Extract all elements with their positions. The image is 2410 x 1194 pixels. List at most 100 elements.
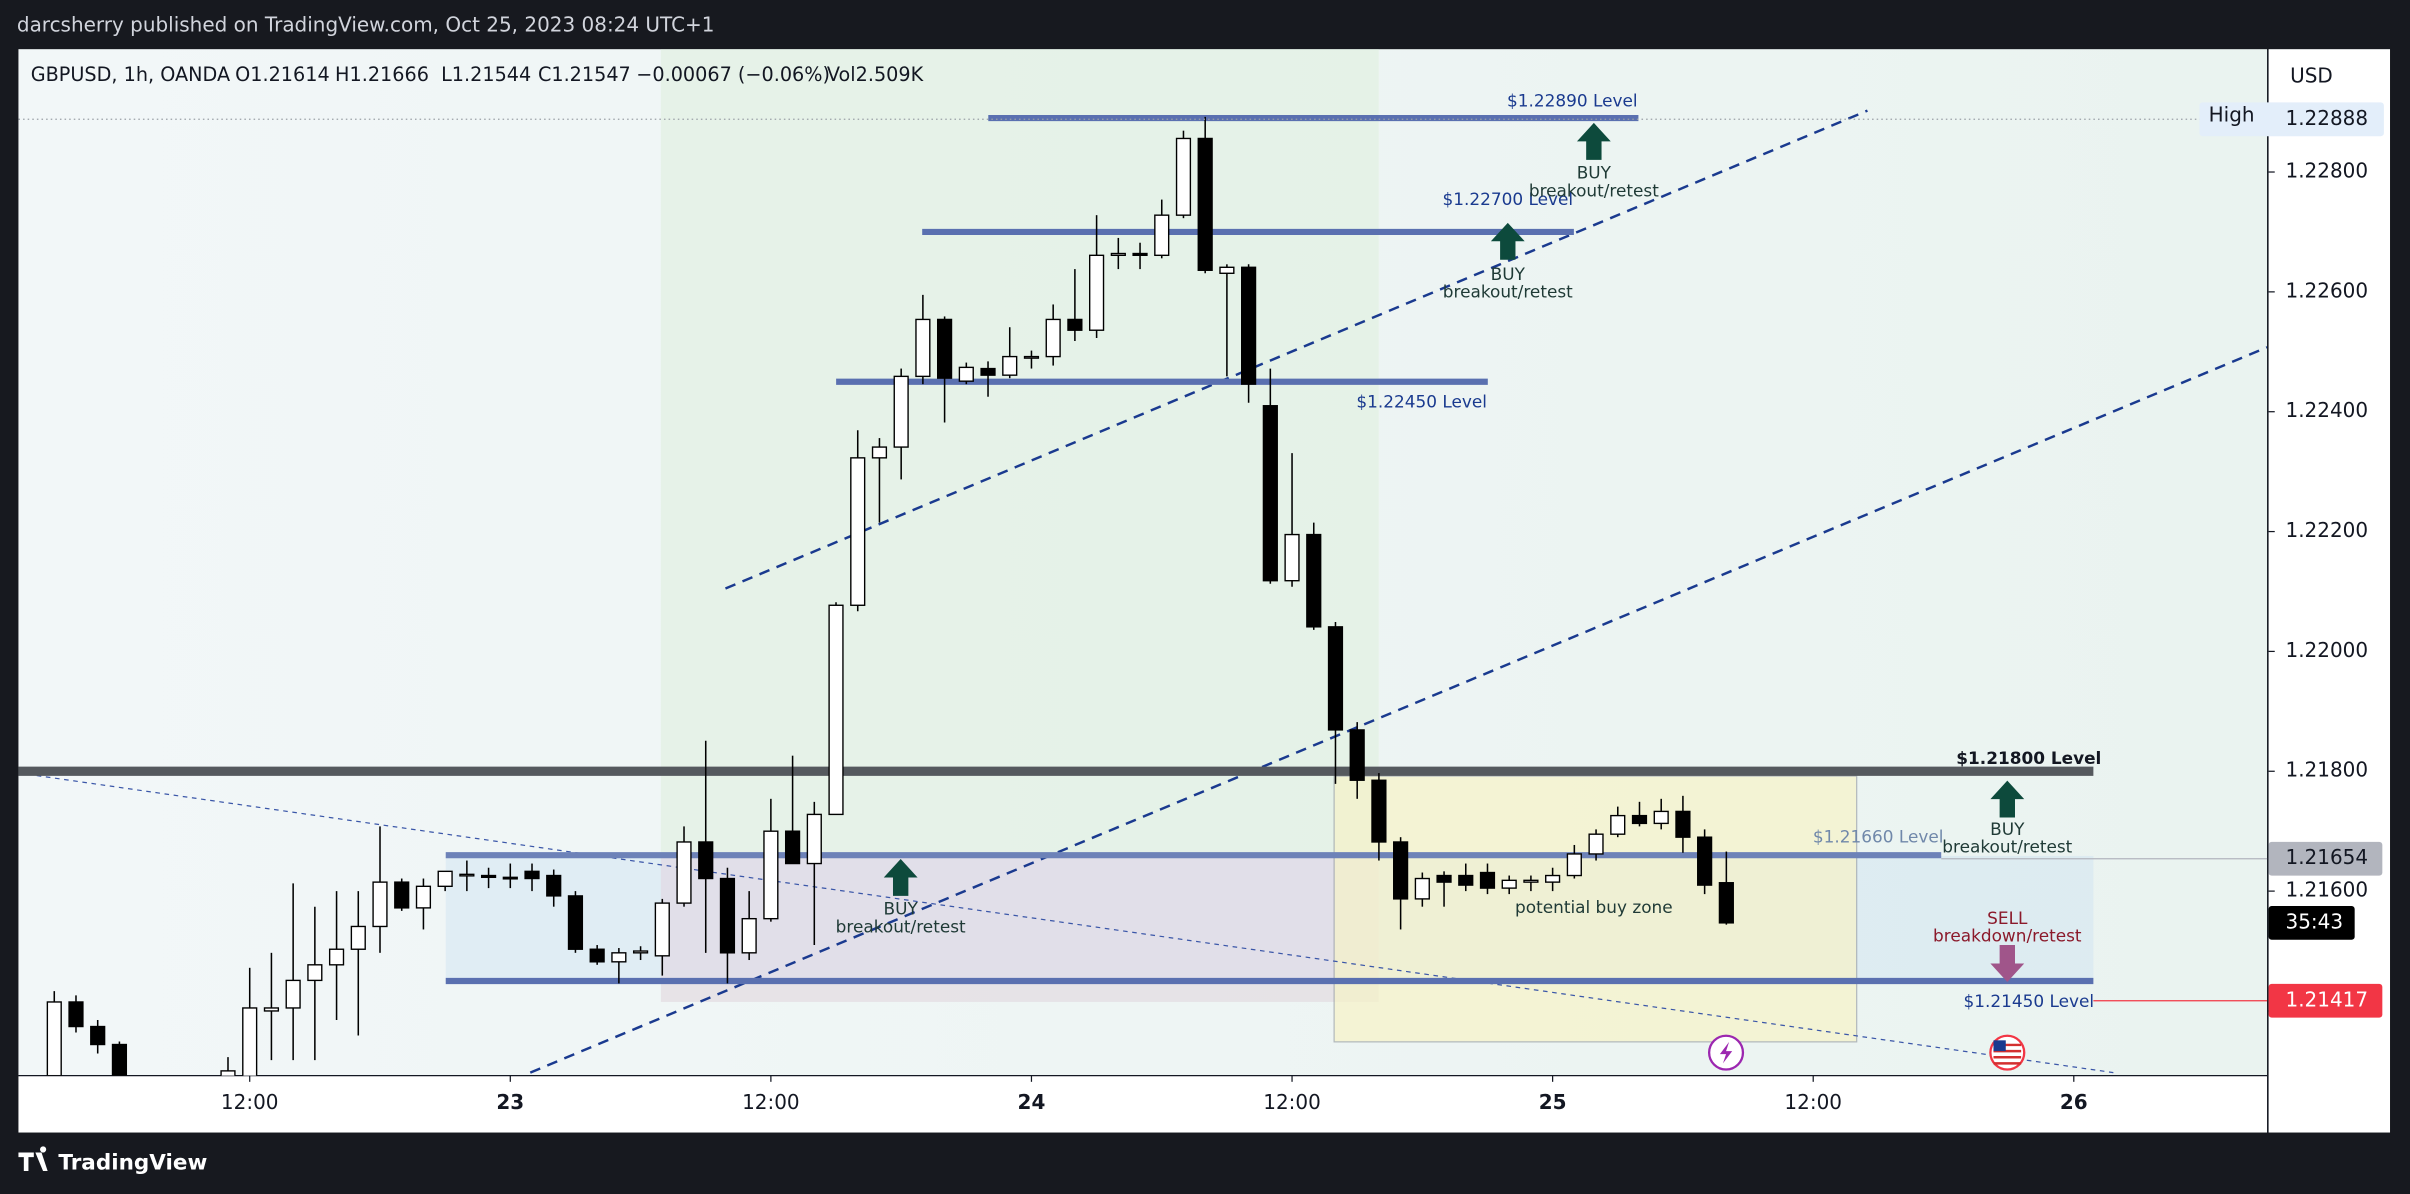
- x-tick-label: 12:00: [221, 1090, 279, 1114]
- y-tick-label: 1.22400: [2286, 398, 2369, 422]
- candle-body: [372, 881, 388, 928]
- candle-body: [480, 874, 497, 879]
- candle-body: [654, 902, 670, 957]
- legend-volume: Vol2.509K: [827, 63, 924, 86]
- candle-body: [1371, 779, 1387, 843]
- event-icon-bolt: [1719, 1041, 1733, 1064]
- candle-body: [741, 917, 757, 954]
- signal-label: BUY: [1990, 819, 2025, 839]
- candle-body: [459, 873, 475, 877]
- candle-body: [1045, 318, 1061, 358]
- candle-body: [68, 1001, 84, 1028]
- zone: [660, 855, 1379, 1002]
- legend-open: O1.21614: [235, 63, 330, 86]
- candle-body: [1023, 355, 1040, 359]
- price-tag: [2268, 983, 2383, 1018]
- currency: USD: [2290, 63, 2333, 87]
- high-tag: [2199, 102, 2384, 137]
- candle-body: [589, 948, 605, 963]
- candle-body: [437, 870, 453, 888]
- flag-canton: [1993, 1040, 2006, 1052]
- x-tick-label: 24: [1018, 1090, 1046, 1114]
- brand: TradingView: [58, 1150, 207, 1175]
- candle-body: [1610, 814, 1626, 835]
- x-tick-label: 12:00: [1784, 1090, 1842, 1114]
- y-tick-label: 1.22200: [2286, 518, 2369, 542]
- signal-label: BUY: [884, 899, 919, 919]
- candle-body: [611, 952, 627, 963]
- signal-label: breakout/retest: [836, 916, 966, 936]
- candle-body: [285, 979, 301, 1009]
- range-shade: [660, 49, 1379, 1002]
- candle-body: [828, 604, 844, 816]
- candle-body: [1675, 810, 1691, 838]
- candle-body: [546, 874, 562, 897]
- price-tag-label: 1.21654: [2286, 845, 2369, 869]
- candle-body: [1241, 266, 1257, 385]
- candle-body: [698, 841, 714, 880]
- candle-body: [958, 366, 974, 382]
- candle-body: [567, 895, 584, 950]
- candle-body: [1458, 874, 1474, 886]
- candle-body: [980, 367, 996, 376]
- candle-body: [719, 877, 736, 954]
- x-tick-label: 12:00: [1263, 1090, 1321, 1114]
- price-axis: [2268, 49, 2391, 1133]
- candle-body: [1175, 137, 1192, 216]
- candle-body: [328, 948, 345, 966]
- legend-close: C1.21547: [538, 63, 631, 86]
- candle-body: [915, 318, 931, 378]
- candle-body: [1414, 877, 1430, 900]
- y-tick-label: 1.22600: [2286, 278, 2369, 302]
- level-label: $1.22890 Level: [1507, 90, 1638, 110]
- y-tick-label: 1.21600: [2286, 878, 2369, 902]
- signal-label: BUY: [1577, 163, 1612, 183]
- candle-body: [676, 841, 692, 904]
- legend-symbol: GBPUSD, 1h, OANDA: [31, 63, 230, 86]
- candle-body: [850, 457, 866, 606]
- level-label: $1.21450 Level: [1964, 991, 2095, 1011]
- candle-body: [46, 1001, 62, 1076]
- candle-body: [1436, 874, 1452, 883]
- brand-logo: [18, 1146, 48, 1171]
- candle-body: [1631, 814, 1648, 825]
- flag-stripes: [1993, 1043, 2022, 1065]
- signal-arrow: [1990, 780, 2025, 818]
- signal-arrow: [1990, 945, 2025, 982]
- candle-body: [1088, 254, 1105, 331]
- candle-body: [1523, 879, 1539, 883]
- x-tick-label: 26: [2060, 1090, 2088, 1114]
- candle-body: [1219, 266, 1235, 274]
- signal-label: breakout/retest: [1443, 282, 1573, 302]
- signal-label: breakdown/retest: [1933, 926, 2082, 946]
- drawings: [18, 49, 2268, 1074]
- publisher: darcsherry published on TradingView.com,…: [17, 13, 715, 37]
- trend-line: [724, 109, 1868, 590]
- candle-body: [632, 950, 649, 954]
- buy-zone-box: [1333, 775, 1858, 1043]
- y-tick-label: 1.22800: [2286, 159, 2369, 183]
- candle-body: [784, 830, 801, 865]
- level-label: $1.22700 Level: [1442, 189, 1573, 209]
- level-label: $1.22450 Level: [1356, 392, 1487, 412]
- candle-body: [1132, 252, 1148, 257]
- price-tag: [2268, 841, 2383, 876]
- signal-arrow: [883, 859, 918, 896]
- x-tick-label: 25: [1539, 1090, 1567, 1114]
- trend-line: [529, 346, 2268, 1074]
- candle-body: [263, 1007, 280, 1012]
- candle-body: [1545, 874, 1561, 883]
- level-label: $1.21800 Level: [1956, 748, 2101, 768]
- candle-body: [415, 885, 432, 909]
- signal-label: breakout/retest: [1942, 836, 2072, 856]
- candle-body: [1718, 882, 1734, 924]
- legend: GBPUSD, 1h, OANDA O1.21614 H1.21666 L1.2…: [31, 63, 924, 86]
- signal-label: BUY: [1491, 264, 1526, 284]
- zone-label: potential buy zone: [1515, 897, 1673, 917]
- candle-body: [806, 813, 822, 865]
- candle-body: [1566, 853, 1582, 877]
- candle-body: [1327, 626, 1344, 731]
- candle-body: [1653, 810, 1669, 825]
- candle-body: [1262, 405, 1278, 582]
